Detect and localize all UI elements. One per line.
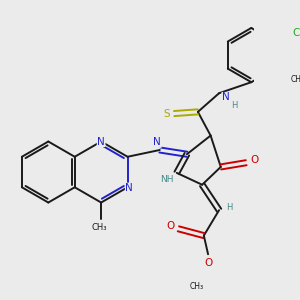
Text: N: N [125, 183, 133, 193]
Text: CH₃: CH₃ [92, 224, 107, 232]
Text: CH₃: CH₃ [291, 75, 300, 84]
Text: O: O [167, 221, 175, 231]
Text: O: O [204, 258, 212, 268]
Text: CH₃: CH₃ [190, 282, 204, 291]
Text: Cl: Cl [292, 28, 300, 38]
Text: H: H [231, 101, 238, 110]
Text: N: N [153, 137, 161, 147]
Text: S: S [163, 109, 170, 118]
Text: NH: NH [160, 175, 173, 184]
Text: O: O [250, 155, 259, 165]
Text: N: N [222, 92, 230, 102]
Text: H: H [226, 203, 232, 212]
Text: N: N [97, 136, 105, 146]
